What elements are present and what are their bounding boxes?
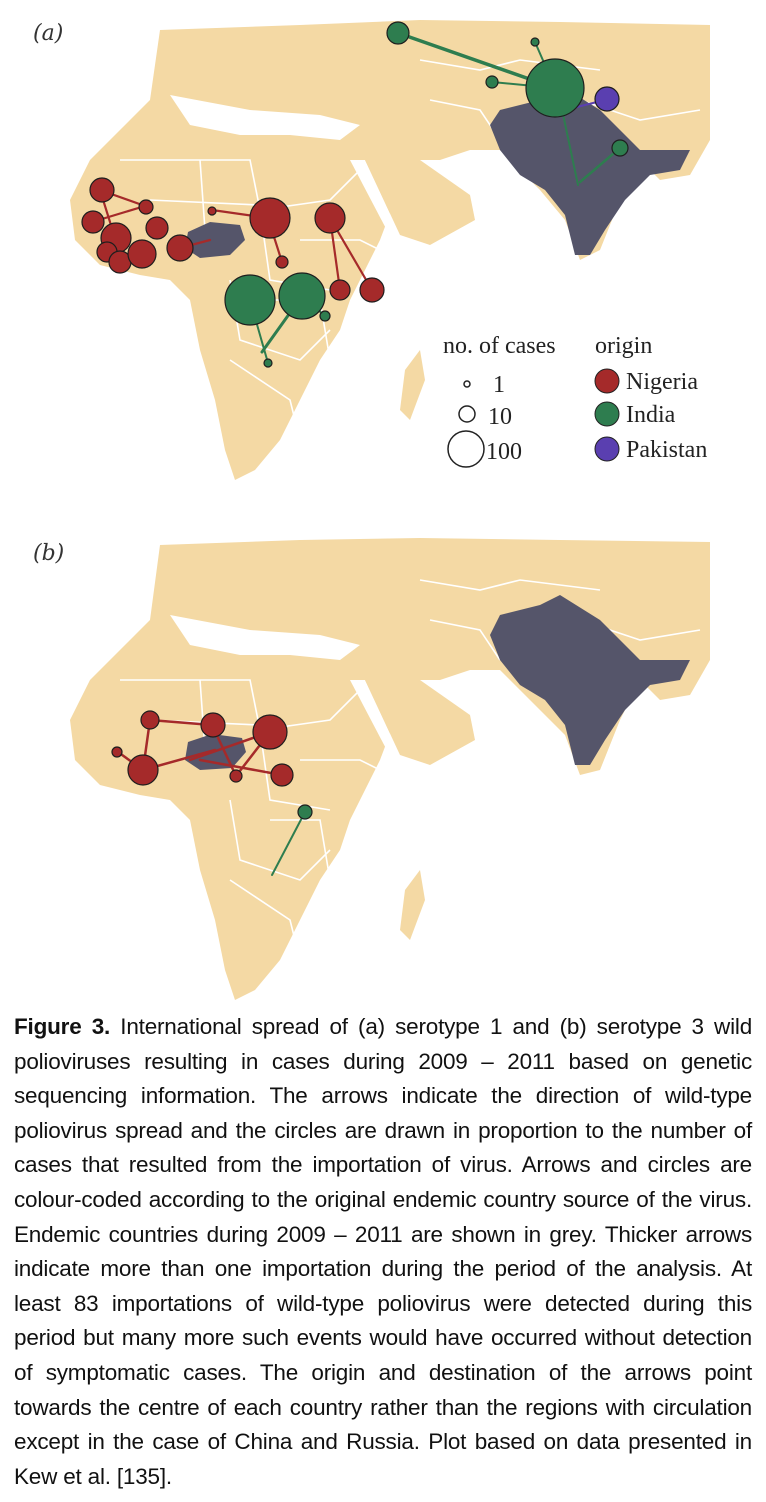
nigeria-country <box>185 222 245 258</box>
circle-india <box>485 75 499 89</box>
legend-a: no. of cases origin 1 10 100 Nigeria Ind… <box>430 325 730 475</box>
caption-text: International spread of (a) serotype 1 a… <box>14 1014 753 1489</box>
circle-nigeria <box>127 754 159 786</box>
circle-india <box>297 804 313 820</box>
legend-nigeria: Nigeria <box>626 369 698 395</box>
circle-india <box>278 272 326 320</box>
caption-label: Figure 3. <box>14 1014 111 1039</box>
circle-india <box>319 310 331 322</box>
map-panel-b: (b) <box>0 520 766 1010</box>
circle-india <box>530 37 540 47</box>
circle-india <box>386 21 410 45</box>
circle-nigeria <box>314 202 346 234</box>
circle-nigeria <box>111 746 123 758</box>
circle-pakistan <box>594 86 620 112</box>
circle-nigeria <box>127 239 157 269</box>
legend-size-100-icon <box>447 430 485 468</box>
endemic-countries-a <box>185 85 690 258</box>
circle-nigeria <box>207 206 217 216</box>
circle-nigeria <box>145 216 169 240</box>
circle-nigeria <box>329 279 351 301</box>
legend-origin-title: origin <box>595 333 652 359</box>
map-b-svg: (b) <box>33 538 710 1000</box>
circle-india <box>525 58 585 118</box>
legend-size-1-icon <box>463 380 471 388</box>
case-circles-b <box>111 710 313 820</box>
circle-nigeria <box>359 277 385 303</box>
map-a-svg: (a) no. of cases origin 1 10 100 Nigeria… <box>33 20 730 480</box>
legend-india: India <box>626 402 676 428</box>
legend-size-1: 1 <box>493 372 505 398</box>
legend-pakistan-icon <box>594 436 620 462</box>
circle-india <box>263 358 273 368</box>
figure-caption: Figure 3. International spread of (a) se… <box>14 1010 752 1494</box>
panel-label-b: (b) <box>33 541 64 566</box>
circle-nigeria <box>252 714 288 750</box>
circle-nigeria <box>229 769 243 783</box>
circle-nigeria <box>200 712 226 738</box>
legend-india-icon <box>594 401 620 427</box>
panel-label-a: (a) <box>33 21 63 46</box>
land-b <box>70 538 710 1000</box>
south-asia-endemic <box>490 85 690 255</box>
circle-nigeria <box>249 197 291 239</box>
circle-nigeria <box>89 177 115 203</box>
circle-nigeria <box>166 234 194 262</box>
legend-pakistan: Pakistan <box>626 437 707 463</box>
legend-size-10: 10 <box>488 404 512 430</box>
case-circles-a <box>81 21 629 368</box>
legend-nigeria-icon <box>594 368 620 394</box>
circle-nigeria <box>138 199 154 215</box>
legend-size-10-icon <box>458 405 476 423</box>
circle-india <box>224 274 276 326</box>
south-asia-endemic <box>490 595 690 765</box>
circle-nigeria <box>81 210 105 234</box>
circle-india <box>611 139 629 157</box>
legend-size-title: no. of cases <box>443 333 556 359</box>
circle-nigeria <box>140 710 160 730</box>
map-panel-a: (a) no. of cases origin 1 10 100 Nigeria… <box>0 0 766 500</box>
legend-size-100: 100 <box>486 439 522 465</box>
circle-nigeria <box>270 763 294 787</box>
circle-nigeria <box>275 255 289 269</box>
